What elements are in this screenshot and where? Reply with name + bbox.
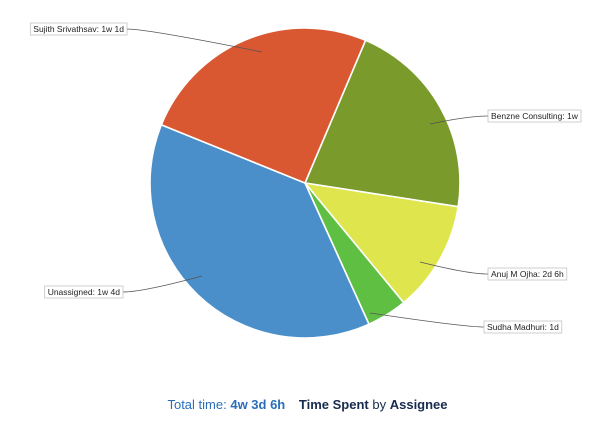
callout-leader-line — [419, 261, 489, 275]
slice-label: Sudha Madhuri: 1d — [487, 322, 559, 332]
chart-footer: Total time: 4w 3d 6h Time Spent by Assig… — [0, 397, 615, 412]
total-time-label: Total time: — [167, 397, 227, 412]
slice-label-box — [487, 267, 568, 281]
group-by-field: Assignee — [389, 397, 448, 412]
slice-label-box — [44, 285, 124, 299]
pie-slice[interactable] — [303, 181, 460, 304]
callout-leader-line — [369, 312, 485, 328]
pie-slice[interactable] — [303, 39, 461, 208]
callout-leader-line — [122, 275, 203, 293]
callout-leader-line — [126, 28, 263, 53]
pie-callouts: Benzne Consulting: 1w Anuj M Ojha: 2d 6h S… — [29, 22, 582, 334]
slice-label: Sujith Srivathsav: 1w 1d — [33, 24, 124, 34]
pie-slices — [149, 27, 461, 339]
slice-label: Benzne Consulting: 1w — [491, 111, 579, 121]
total-time-value: 4w 3d 6h — [230, 397, 286, 412]
slice-label-box — [29, 22, 128, 36]
pie-slice[interactable] — [160, 27, 367, 185]
callout-leader-line — [429, 115, 489, 125]
slice-label-box — [487, 109, 582, 123]
statistic-type: Time Spent — [298, 397, 369, 412]
slice-label: Unassigned: 1w 4d — [48, 287, 121, 297]
pie-slice[interactable] — [149, 123, 371, 339]
slice-label: Anuj M Ojha: 2d 6h — [491, 269, 564, 279]
slice-label-box — [483, 320, 563, 334]
pie-chart: Benzne Consulting: 1w Anuj M Ojha: 2d 6h S… — [29, 22, 582, 339]
by-word: by — [372, 397, 387, 412]
